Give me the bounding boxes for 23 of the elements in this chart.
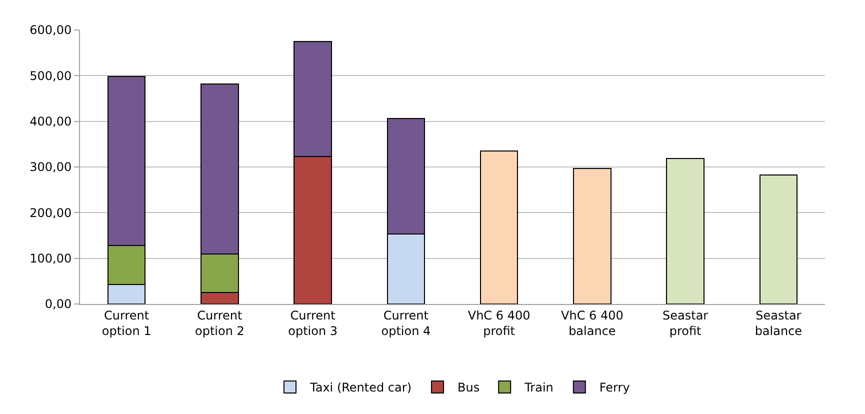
y-tick-label: 0,00	[44, 297, 72, 312]
legend-label: Bus	[458, 380, 480, 395]
legend-label: Taxi (Rented car)	[309, 380, 412, 395]
y-tick-label: 400,00	[30, 114, 72, 129]
bar	[666, 158, 704, 304]
y-tick-label: 100,00	[30, 252, 72, 266]
bar	[759, 174, 798, 304]
x-tick-label: Current option 4	[381, 308, 431, 338]
legend-label: Ferry	[599, 380, 630, 395]
legend-label: Train	[524, 380, 554, 395]
x-tick-label: VhC 6 400 profit	[468, 308, 530, 338]
bar	[573, 168, 612, 304]
x-tick-label: Seastar balance	[754, 308, 802, 338]
x-tick-label: Current option 1	[102, 308, 152, 338]
y-tick-label: 500,00	[30, 68, 72, 83]
y-tick-label: 200,00	[30, 206, 72, 220]
x-tick-label: Current option 2	[194, 308, 244, 338]
x-tick-label: Current option 3	[288, 308, 338, 338]
x-tick-label: VhC 6 400 balance	[561, 308, 624, 338]
bar	[480, 150, 518, 304]
y-tick-label: 600,00	[30, 23, 72, 38]
y-tick-label: 300,00	[30, 160, 72, 174]
x-tick-label: Seastar profit	[662, 308, 708, 338]
